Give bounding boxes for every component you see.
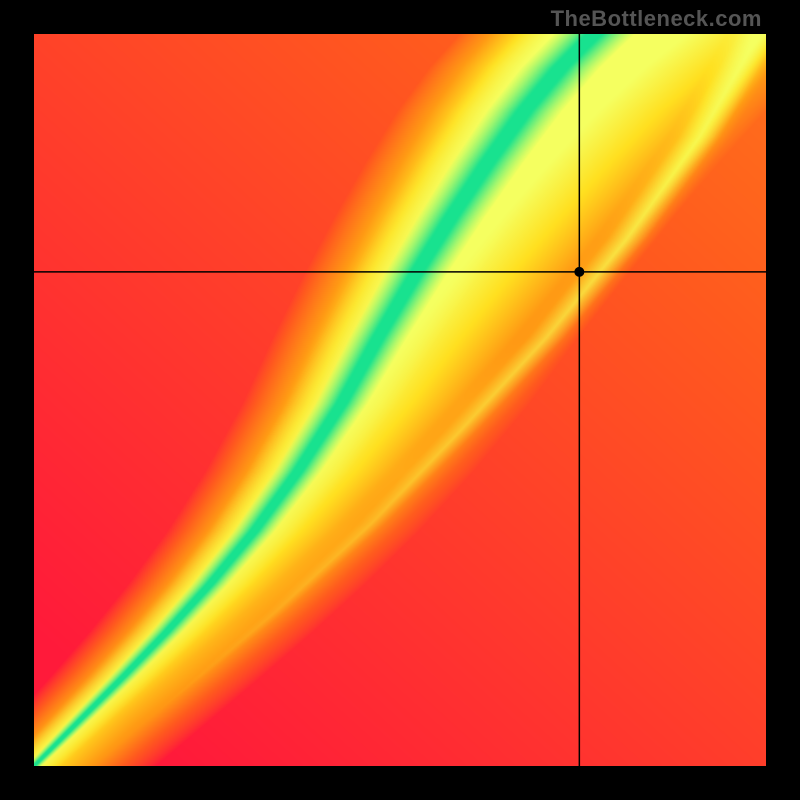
chart-container: TheBottleneck.com [0,0,800,800]
heatmap-canvas [34,34,766,766]
watermark-text: TheBottleneck.com [551,6,762,32]
